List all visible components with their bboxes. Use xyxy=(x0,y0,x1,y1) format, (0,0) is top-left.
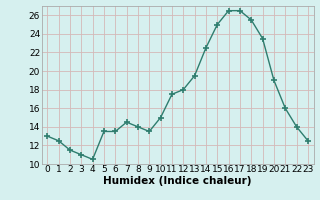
X-axis label: Humidex (Indice chaleur): Humidex (Indice chaleur) xyxy=(103,176,252,186)
